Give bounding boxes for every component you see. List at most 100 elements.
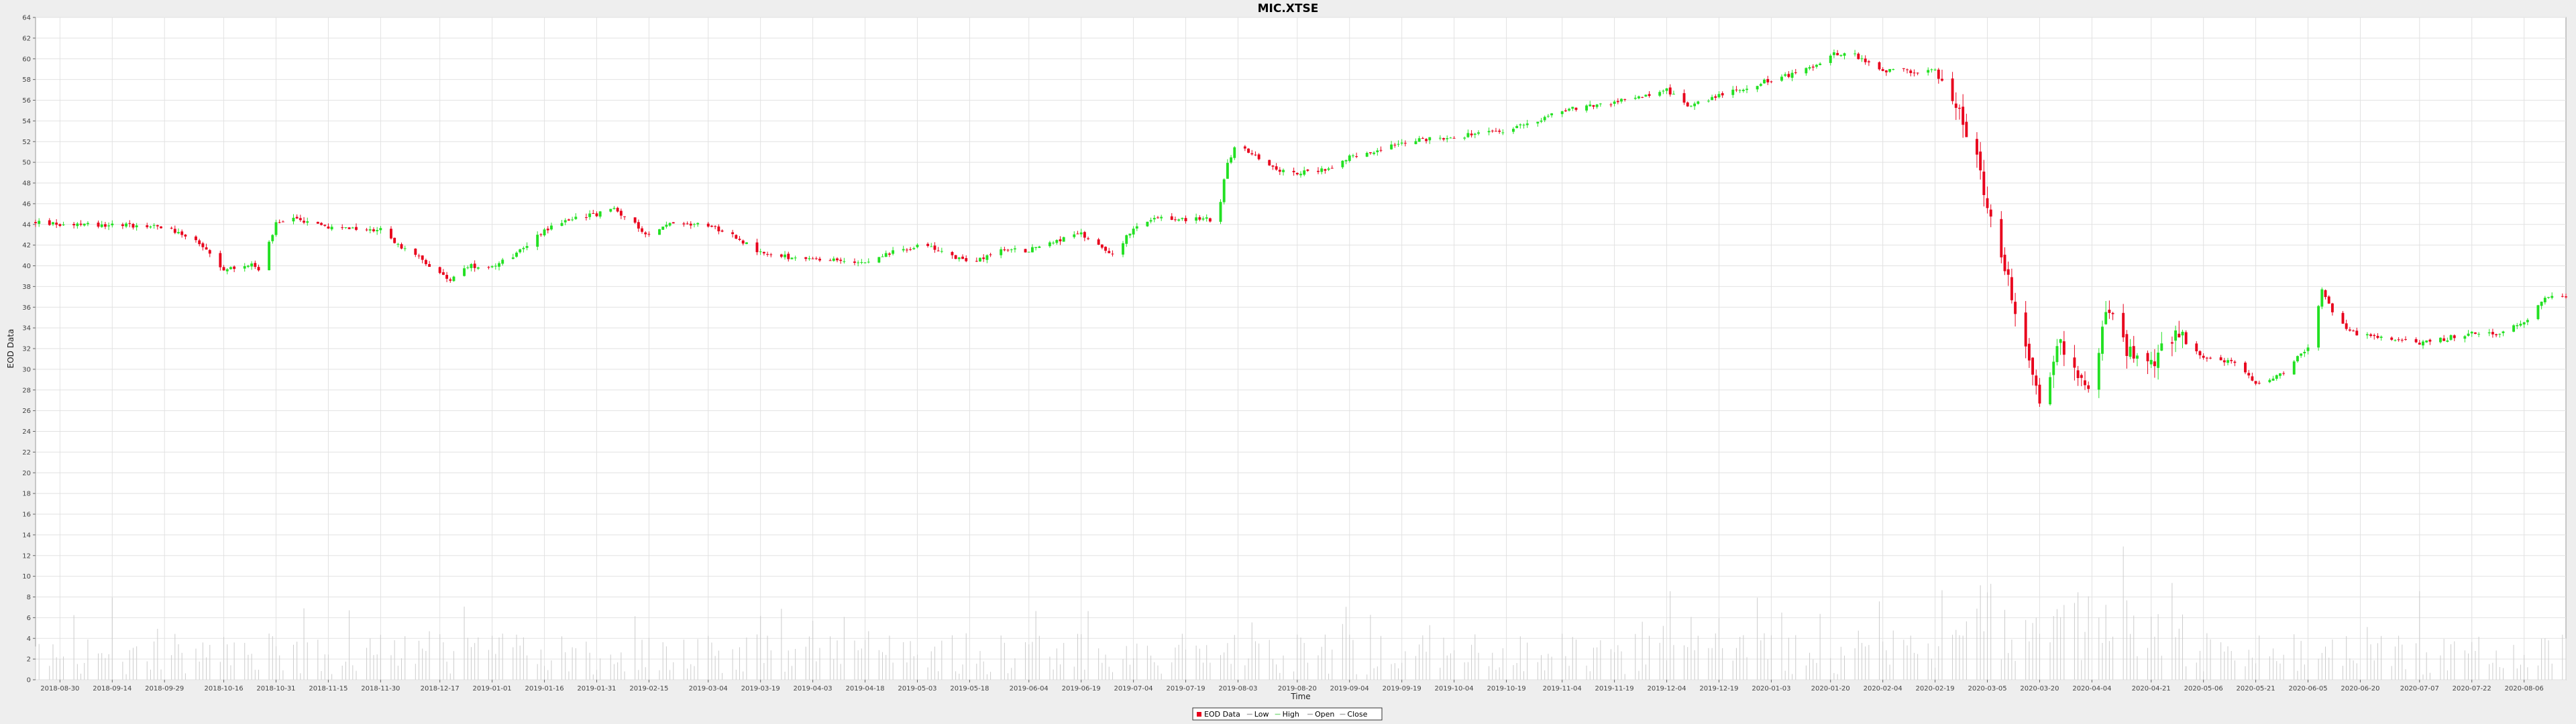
candle-body xyxy=(320,223,323,225)
candle-body xyxy=(445,275,449,279)
candle-body xyxy=(2000,219,2003,257)
candle-body xyxy=(1449,137,1452,139)
candle-body xyxy=(2006,269,2010,275)
y-tick-label: 18 xyxy=(22,491,31,498)
candle-body xyxy=(1746,88,1748,90)
candle-body xyxy=(1721,93,1724,96)
candle-body xyxy=(1888,68,1892,72)
candle-body xyxy=(97,223,100,227)
candle-body xyxy=(1257,154,1260,160)
candle-body xyxy=(428,263,431,267)
candle-body xyxy=(1100,244,1104,248)
candle-body xyxy=(1864,58,1867,62)
candle-body xyxy=(1682,93,1686,103)
candle-body xyxy=(274,222,278,235)
candle-body xyxy=(665,225,668,227)
candle-body xyxy=(2543,298,2546,302)
x-tick-label: 2019-05-18 xyxy=(950,685,989,692)
candle-body xyxy=(316,221,319,224)
legend-label: EOD Data xyxy=(1204,710,1240,719)
candle-body xyxy=(616,208,619,212)
candle-body xyxy=(1317,170,1320,172)
legend-label: Low xyxy=(1254,710,1269,719)
candle-body xyxy=(1794,72,1797,73)
candle-body xyxy=(1195,217,1198,221)
candle-body xyxy=(2049,377,2052,405)
candle-body xyxy=(1000,249,1003,255)
candle-body xyxy=(1132,229,1135,235)
x-tick-label: 2020-01-03 xyxy=(1752,685,1790,692)
candle-body xyxy=(1574,107,1578,110)
candle-body xyxy=(1808,67,1811,69)
x-tick-label: 2019-10-04 xyxy=(1435,685,1474,692)
y-tick-label: 64 xyxy=(22,15,31,22)
candle-body xyxy=(1247,148,1250,153)
y-tick-label: 40 xyxy=(22,263,31,270)
candle-body xyxy=(2565,296,2567,298)
candle-body xyxy=(1421,138,1424,139)
candle-body xyxy=(912,248,916,249)
candle-body xyxy=(769,254,773,255)
candle-body xyxy=(128,223,131,224)
candle-body xyxy=(379,228,382,231)
candle-body xyxy=(808,258,811,259)
candle-body xyxy=(1295,172,1299,175)
candle-body xyxy=(857,262,860,263)
candle-body xyxy=(1157,217,1159,219)
candle-body xyxy=(2300,353,2303,356)
candle-body xyxy=(2014,302,2017,314)
x-tick-label: 2018-09-29 xyxy=(145,685,184,692)
x-tick-label: 2020-06-20 xyxy=(2341,685,2379,692)
candle-body xyxy=(1048,242,1051,247)
candle-body xyxy=(661,226,665,230)
candle-body xyxy=(1425,139,1428,141)
candle-body xyxy=(1442,138,1445,140)
candle-body xyxy=(647,233,651,235)
candle-body xyxy=(1829,55,1832,63)
candle-body xyxy=(2198,351,2202,356)
candle-body xyxy=(393,237,396,243)
candle-body xyxy=(1790,72,1794,78)
candle-body xyxy=(1135,226,1138,229)
candle-body xyxy=(111,223,114,226)
candle-body xyxy=(1125,235,1128,244)
candle-body xyxy=(2170,342,2174,344)
candle-body xyxy=(2320,289,2324,307)
candle-body xyxy=(1379,149,1383,151)
x-tick-label: 2020-03-05 xyxy=(1968,685,2006,692)
candle-body xyxy=(1958,107,1961,109)
candle-body xyxy=(1616,101,1619,103)
candle-body xyxy=(2352,330,2355,332)
candle-body xyxy=(156,225,159,227)
candle-body xyxy=(1250,153,1254,155)
candle-body xyxy=(1184,218,1187,222)
candle-body xyxy=(1348,155,1351,162)
candle-body xyxy=(2087,385,2090,389)
candle-body xyxy=(2502,331,2505,333)
candle-body xyxy=(2365,334,2369,336)
candle-body xyxy=(390,229,392,239)
candle-body xyxy=(1160,217,1163,219)
candle-body xyxy=(2209,357,2212,359)
candle-body xyxy=(2160,343,2163,351)
candle-body xyxy=(595,213,598,217)
candle-body xyxy=(2526,320,2529,322)
candle-body xyxy=(72,224,76,226)
candle-body xyxy=(2467,333,2470,336)
candle-body xyxy=(828,260,832,261)
candle-body xyxy=(571,219,574,221)
candle-body xyxy=(2330,303,2334,312)
candle-body xyxy=(2522,322,2526,324)
x-tick-label: 2020-07-07 xyxy=(2400,685,2439,692)
y-tick-label: 48 xyxy=(22,180,31,188)
candle-body xyxy=(1881,69,1884,71)
candle-body xyxy=(372,229,375,231)
x-tick-label: 2019-03-19 xyxy=(741,685,780,692)
y-tick-label: 12 xyxy=(22,552,31,560)
candle-body xyxy=(1181,218,1184,219)
candle-body xyxy=(2129,347,2132,357)
legend-label: Close xyxy=(1347,710,1367,719)
candle-body xyxy=(951,251,954,255)
y-tick-label: 44 xyxy=(22,221,31,229)
candle-body xyxy=(2052,361,2055,375)
